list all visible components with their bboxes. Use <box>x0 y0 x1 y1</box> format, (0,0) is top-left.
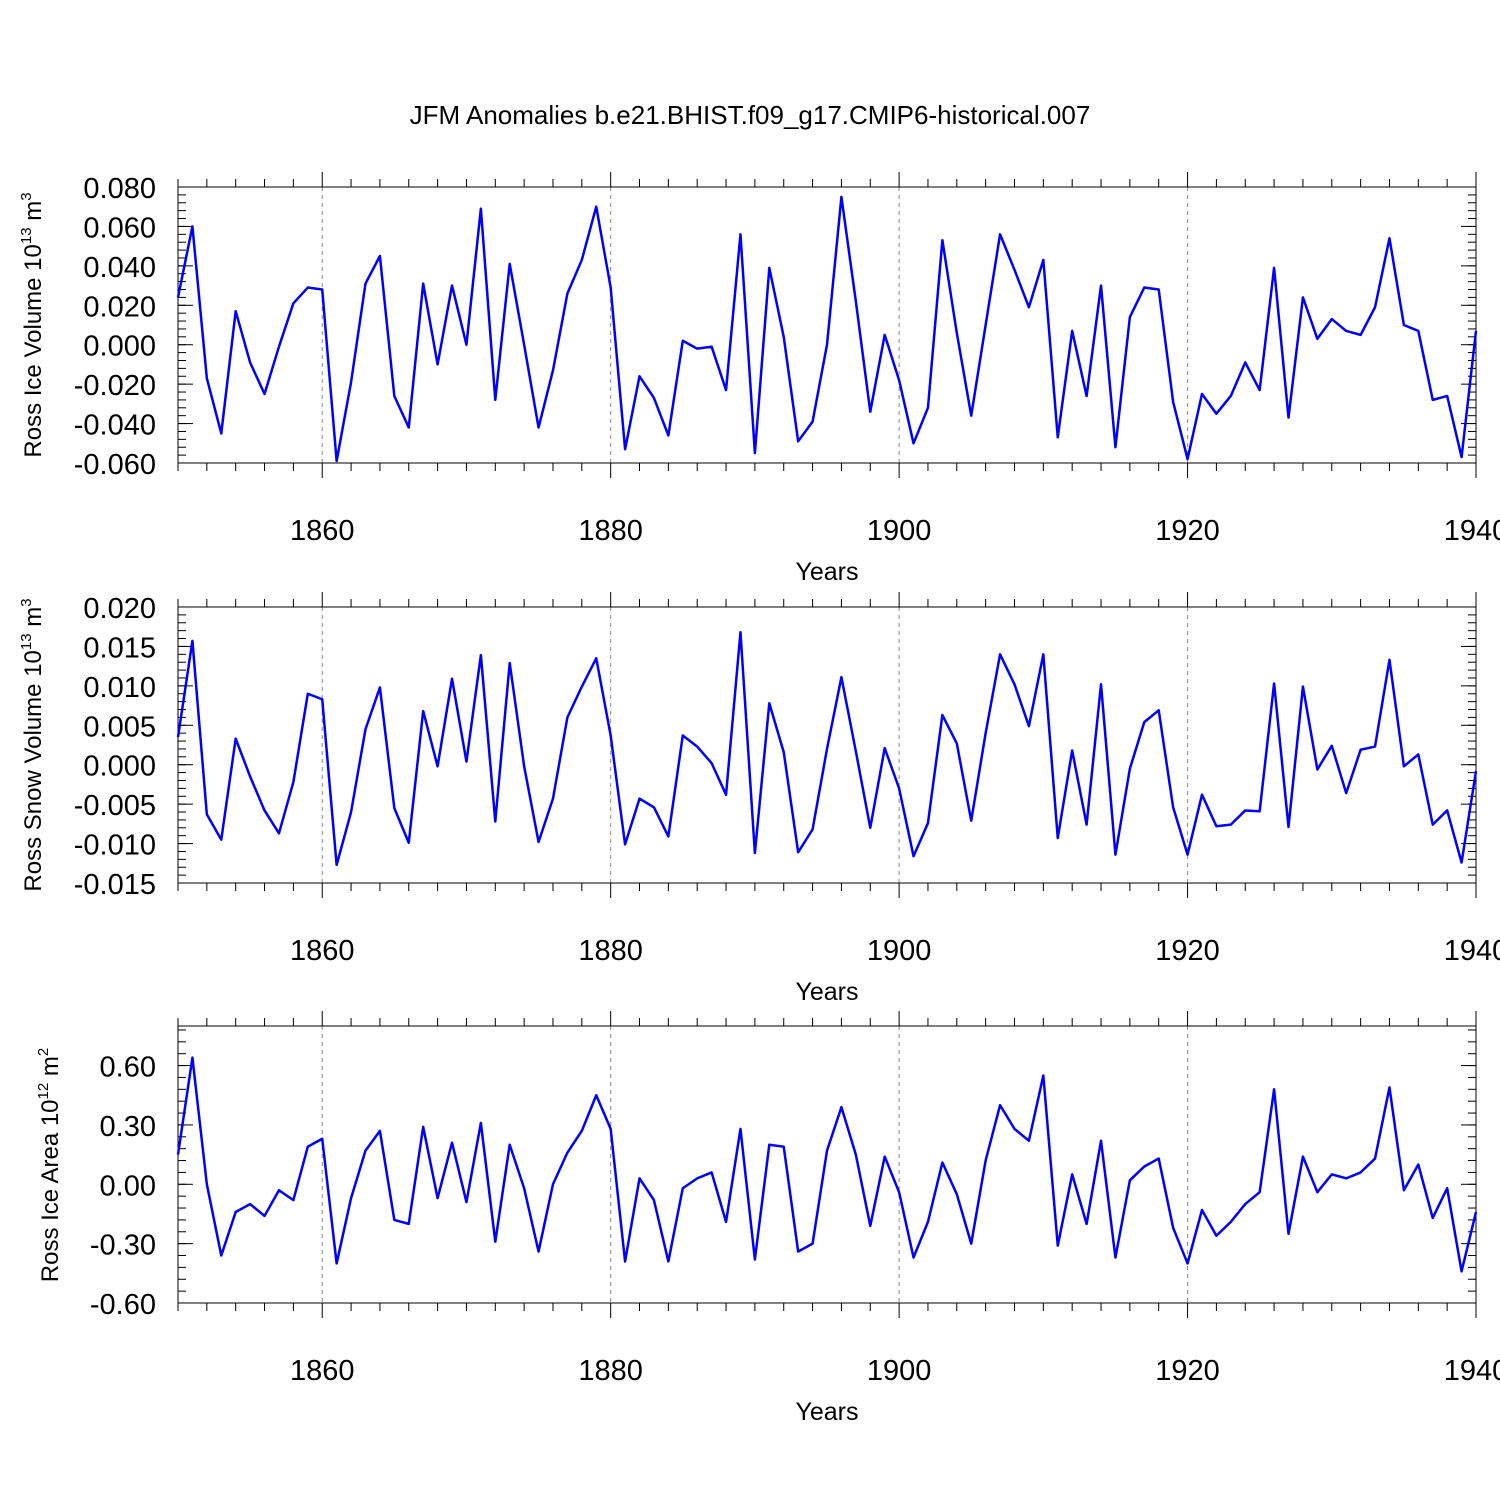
x-axis-label: Years <box>795 978 858 1006</box>
x-tick-label: 1880 <box>578 1355 643 1387</box>
y-tick-label: -0.60 <box>90 1289 156 1321</box>
y-axis: 0.60 0.30 0.00 -0.30 -0.60 <box>90 1052 1476 1321</box>
x-tick-label: 1860 <box>290 1355 355 1387</box>
y-axis-label-exp: 13 <box>18 633 35 650</box>
y-axis-label: Ross Ice Area 1012 m2 <box>35 1048 64 1282</box>
y-tick-label: 0.020 <box>83 291 156 323</box>
y-axis-label-unit: m <box>20 201 47 228</box>
y-axis-label-unit-exp: 3 <box>18 598 35 606</box>
y-tick-label: -0.010 <box>74 830 156 862</box>
x-tick-label: 1920 <box>1155 515 1220 547</box>
x-tick-label: 1860 <box>290 935 355 967</box>
minor-ticks <box>177 1018 1476 1311</box>
snow-volume-series-line <box>176 630 1478 867</box>
y-tick-label: 0.080 <box>83 173 156 205</box>
x-axis-label: Years <box>795 1398 858 1426</box>
y-axis-label-unit: m <box>37 1056 64 1083</box>
x-tick-label: 1920 <box>1155 935 1220 967</box>
y-axis-label-exp: 12 <box>35 1083 52 1100</box>
y-tick-label: -0.005 <box>74 790 156 822</box>
x-tick-label: 1920 <box>1155 1355 1220 1387</box>
y-axis-label-unit-exp: 2 <box>35 1048 52 1056</box>
y-axis: 0.020 0.015 0.010 0.005 0.000 -0.005 -0.010 -0.… <box>74 593 1476 901</box>
x-tick-label: 1880 <box>578 515 643 547</box>
x-tick-label: 1880 <box>578 935 643 967</box>
y-tick-label: 0.040 <box>83 252 156 284</box>
plot-frame <box>177 606 1477 884</box>
y-tick-label: 0.015 <box>83 632 156 664</box>
plot-frame <box>177 1025 1477 1304</box>
x-tick-label: 1900 <box>867 515 932 547</box>
y-tick-label: -0.040 <box>74 410 156 442</box>
x-tick-label: 1860 <box>290 515 355 547</box>
ice-volume-series-line <box>176 195 1478 463</box>
y-axis: 0.080 0.060 0.040 0.020 0.000 -0.020 -0.040 -0.… <box>74 173 1476 481</box>
minor-ticks <box>177 179 1476 471</box>
x-axis-label: Years <box>795 558 858 586</box>
y-tick-label: 0.000 <box>83 331 156 363</box>
y-tick-label: -0.30 <box>90 1230 156 1262</box>
plot-frame <box>177 186 1477 464</box>
gridlines <box>321 187 1189 463</box>
x-tick-label: 1900 <box>867 935 932 967</box>
minor-ticks <box>177 599 1476 891</box>
y-axis-label-unit-exp: 3 <box>18 192 35 200</box>
y-tick-label: -0.015 <box>74 869 156 901</box>
y-tick-label: 0.60 <box>100 1052 156 1084</box>
y-tick-label: 0.010 <box>83 672 156 704</box>
y-axis-label-unit: m <box>20 607 47 634</box>
y-tick-label: 0.000 <box>83 751 156 783</box>
y-axis-label: Ross Snow Volume 1013 m3 <box>18 598 47 891</box>
y-tick-label: -0.020 <box>74 370 156 402</box>
y-tick-label: 0.060 <box>83 212 156 244</box>
y-tick-label: -0.060 <box>74 449 156 481</box>
y-axis-label-main: Ross Ice Area 10 <box>37 1099 64 1282</box>
ice-area-series-line <box>176 1056 1478 1273</box>
y-tick-label: 0.30 <box>100 1111 156 1143</box>
y-axis-label-exp: 13 <box>18 227 35 244</box>
y-axis-label-main: Ross Snow Volume 10 <box>20 650 47 891</box>
y-tick-label: 0.005 <box>83 711 156 743</box>
y-tick-label: 0.020 <box>83 593 156 625</box>
y-tick-label: 0.00 <box>100 1170 156 1202</box>
gridlines <box>321 1026 1189 1303</box>
figure-title: JFM Anomalies b.e21.BHIST.f09_g17.CMIP6-… <box>410 100 1091 130</box>
y-axis-label-main: Ross Ice Volume 10 <box>20 244 47 457</box>
y-axis-label: Ross Ice Volume 1013 m3 <box>18 192 47 457</box>
x-tick-label: 1900 <box>867 1355 932 1387</box>
